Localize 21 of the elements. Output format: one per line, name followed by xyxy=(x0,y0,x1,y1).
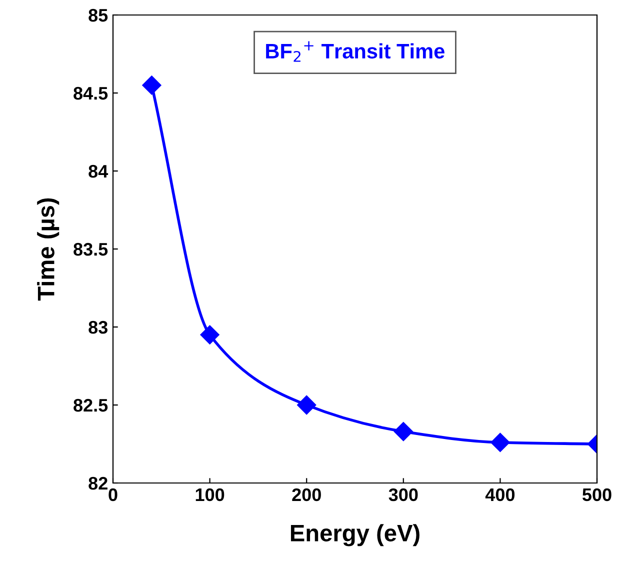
y-axis-title: Time (µs) xyxy=(37,198,60,301)
x-axis-title: Energy (eV) xyxy=(290,524,420,546)
x-tick-label: 400 xyxy=(485,488,515,502)
y-tick-label: 82 xyxy=(88,476,108,490)
x-tick-label: 500 xyxy=(582,488,612,502)
text: BF$_{2}$$^{+}$ Transit Time xyxy=(266,41,444,62)
x-tick-label: 200 xyxy=(292,488,321,502)
y-tick-label: 83 xyxy=(88,320,108,334)
x-tick-label: 0 xyxy=(108,488,118,502)
x-tick-label: 100 xyxy=(196,488,224,502)
x-tick-label: 300 xyxy=(388,488,418,502)
point xyxy=(297,395,316,415)
y-tick-label: 83.5 xyxy=(74,242,108,256)
y-tick-label: 82.5 xyxy=(74,398,108,412)
y-tick-label: 84.5 xyxy=(74,86,108,100)
point xyxy=(142,76,162,95)
y-tick-label: 84 xyxy=(88,164,108,178)
point xyxy=(200,325,220,344)
point xyxy=(490,432,510,452)
y-tick-label: 85 xyxy=(88,8,108,22)
point xyxy=(394,422,413,442)
